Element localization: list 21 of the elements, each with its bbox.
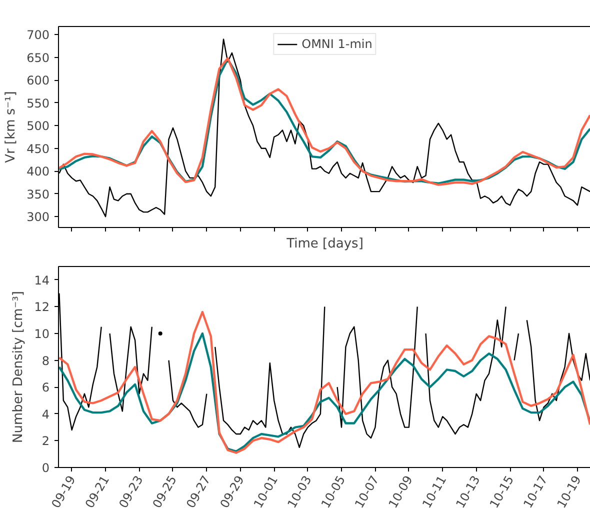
y-tick-label: 12 [34, 300, 50, 314]
y-tick-label: 400 [26, 164, 50, 179]
y-tick-label: 550 [26, 96, 50, 110]
legend-label: OMNI 1-min [302, 37, 372, 51]
y-tick-label: 700 [26, 28, 50, 42]
y-tick-label: 650 [26, 50, 50, 65]
y-tick-label: 14 [34, 273, 50, 288]
y-tick-label: 0 [42, 461, 50, 475]
y-axis-title: Number Density [cm⁻³] [11, 291, 26, 443]
y-tick-label: 6 [42, 380, 50, 395]
x-axis-title: Time [days] [286, 236, 364, 252]
y-tick-label: 300 [26, 210, 50, 224]
y-tick-label: 450 [26, 142, 50, 156]
y-tick-label: 500 [26, 119, 50, 134]
y-tick-label: 4 [42, 407, 50, 422]
y-axis-title: Vr [km s⁻¹] [4, 91, 19, 163]
y-tick-label: 350 [26, 187, 50, 202]
y-tick-label: 10 [34, 327, 50, 341]
y-tick-label: 8 [42, 354, 50, 368]
y-tick-label: 2 [42, 434, 50, 448]
y-tick-label: 600 [26, 74, 50, 88]
